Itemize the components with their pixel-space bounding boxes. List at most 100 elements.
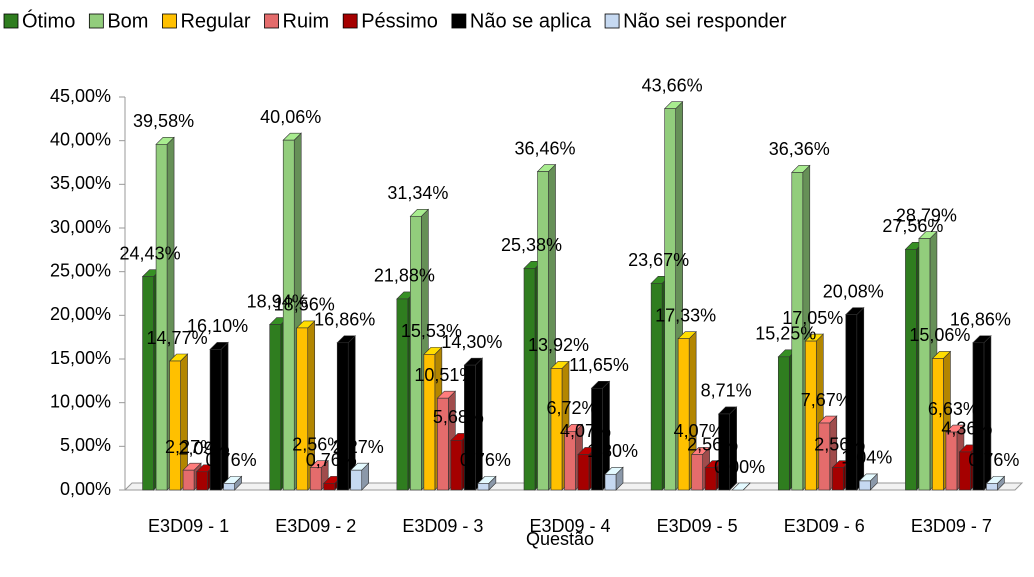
bar-front <box>845 314 858 491</box>
bar-front <box>523 268 536 491</box>
data-label: 16,10% <box>187 316 248 336</box>
data-label: 28,79% <box>896 205 957 225</box>
bar-front <box>777 356 790 491</box>
y-tick-label: 30,00% <box>50 217 111 237</box>
bar-front <box>664 108 676 491</box>
data-label: 31,34% <box>387 183 448 203</box>
bar-front <box>450 440 463 491</box>
data-label: 1,80% <box>587 441 638 461</box>
data-label: 4,36% <box>941 419 992 439</box>
x-tick-label: E3D09 - 3 <box>402 516 483 536</box>
bar-front <box>704 467 717 491</box>
y-tick-label: 10,00% <box>50 391 111 411</box>
bar-front <box>282 139 295 491</box>
data-label: 25,38% <box>501 235 562 255</box>
bar-front <box>858 480 871 491</box>
bar-front <box>350 469 363 491</box>
bar <box>985 475 1006 491</box>
bar-front <box>537 171 549 491</box>
legend-swatch <box>88 13 104 29</box>
data-label: 0,76% <box>206 450 257 470</box>
bar-front <box>269 324 282 491</box>
y-tick-label: 20,00% <box>50 304 111 324</box>
data-label: 17,33% <box>655 305 716 325</box>
legend-swatch <box>3 13 19 29</box>
data-label: 15,53% <box>401 321 462 341</box>
data-label: 36,36% <box>769 139 830 159</box>
bar-front <box>918 238 931 491</box>
y-tick-label: 45,00% <box>50 86 111 106</box>
bar <box>477 475 497 491</box>
bar-front <box>336 342 349 491</box>
legend-swatch <box>604 13 620 29</box>
bar-front <box>718 413 730 491</box>
bar <box>349 462 370 491</box>
bar-front <box>142 276 154 491</box>
data-label: 23,67% <box>628 250 689 270</box>
bar-front <box>577 454 590 491</box>
bar <box>336 335 356 491</box>
bar <box>222 475 243 491</box>
x-axis-title: Questão <box>526 529 594 549</box>
bar-front <box>677 338 690 491</box>
bar-top <box>731 482 751 491</box>
data-label: 18,94% <box>247 291 308 311</box>
data-label: 2,09% <box>179 438 230 458</box>
data-label: 0,76% <box>460 450 511 470</box>
data-label: 7,67% <box>801 390 852 410</box>
data-label: 2,56% <box>292 434 343 454</box>
bar-front <box>604 473 617 491</box>
legend-swatch <box>342 13 358 29</box>
data-label: 5,68% <box>433 407 484 427</box>
bar-front <box>477 483 490 491</box>
legend-swatch <box>451 13 467 29</box>
y-tick-label: 35,00% <box>50 173 111 193</box>
bar <box>731 482 751 491</box>
data-label: 15,25% <box>755 324 816 344</box>
data-label: 21,88% <box>374 266 435 286</box>
data-label: 2,27% <box>165 437 216 457</box>
data-label: 14,77% <box>147 328 208 348</box>
x-tick-label: E3D09 - 7 <box>911 516 992 536</box>
bar-front <box>905 249 917 491</box>
bar-front <box>464 364 476 491</box>
y-tick-label: 15,00% <box>50 348 111 368</box>
x-tick-label: E3D09 - 4 <box>529 516 610 536</box>
data-label: 0,76% <box>306 450 357 470</box>
bar-front <box>986 483 998 491</box>
bar-front <box>959 451 971 491</box>
bar-front <box>209 349 222 491</box>
bar-front <box>423 354 436 491</box>
data-label: 36,46% <box>514 138 575 158</box>
bar-front <box>169 360 181 491</box>
bar-front <box>323 483 336 491</box>
bar-front <box>972 342 985 491</box>
data-label: 18,56% <box>274 295 335 315</box>
bar-front <box>591 387 603 491</box>
y-tick-label: 5,00% <box>60 435 111 455</box>
x-tick-label: E3D09 - 5 <box>657 516 738 536</box>
legend-label: Não se aplica <box>470 10 592 32</box>
data-label: 4,07% <box>560 421 611 441</box>
y-tick-label: 0,00% <box>60 479 111 499</box>
bar-front <box>818 422 831 491</box>
bar-front <box>309 467 322 491</box>
bar-front <box>223 483 235 491</box>
x-tick-label: E3D09 - 1 <box>148 516 229 536</box>
legend-swatch <box>264 13 279 29</box>
bar <box>717 406 738 491</box>
bar-front <box>804 340 817 491</box>
data-label: 4,07% <box>674 421 725 441</box>
data-label: 2,56% <box>814 434 865 454</box>
bar-front <box>196 471 208 491</box>
data-label: 17,05% <box>782 308 843 328</box>
data-label: 6,63% <box>928 399 979 419</box>
data-label: 15,06% <box>909 325 970 345</box>
bar-front <box>932 358 944 491</box>
data-label: 27,56% <box>882 216 943 236</box>
data-label: 16,86% <box>314 310 375 330</box>
bar-front <box>182 469 195 491</box>
data-label: 1,04% <box>841 448 892 468</box>
x-tick-label: E3D09 - 6 <box>784 516 865 536</box>
bar-front <box>564 431 576 491</box>
